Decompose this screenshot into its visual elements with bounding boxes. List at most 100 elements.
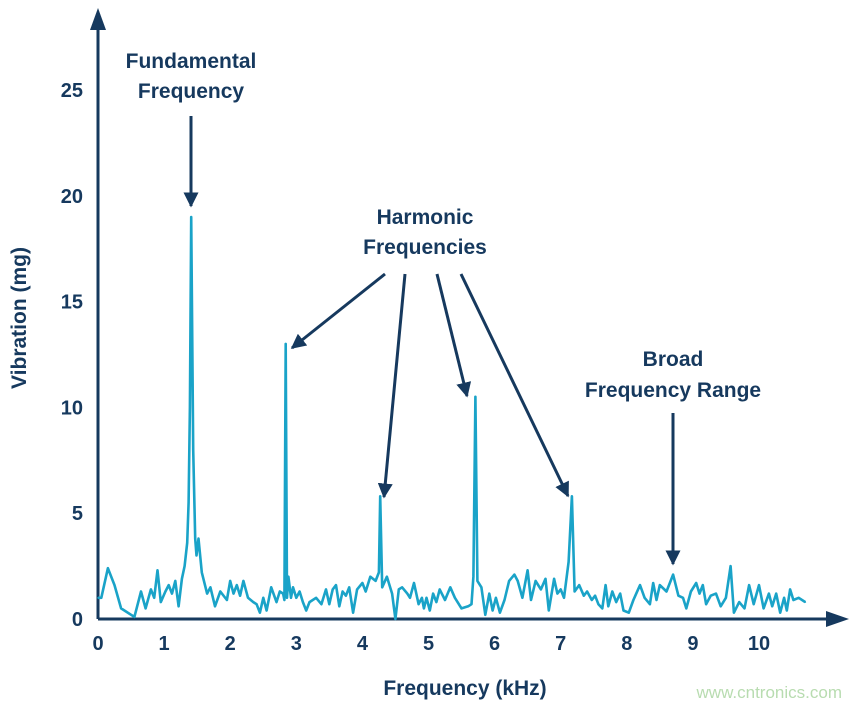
data-point bbox=[632, 599, 635, 601]
data-point bbox=[715, 592, 717, 595]
data-point bbox=[476, 580, 479, 582]
data-point bbox=[278, 590, 281, 593]
data-point bbox=[406, 592, 409, 595]
data-point bbox=[432, 592, 434, 595]
x-tick-label: 3 bbox=[291, 633, 302, 655]
annotation-harmonic: Harmonic Frequencies bbox=[290, 206, 570, 499]
data-point bbox=[553, 577, 555, 580]
data-point bbox=[295, 597, 298, 599]
data-point bbox=[259, 611, 261, 614]
data-point bbox=[287, 575, 290, 578]
data-point bbox=[611, 590, 614, 593]
data-point bbox=[352, 611, 354, 614]
data-point bbox=[305, 609, 308, 612]
data-point bbox=[302, 601, 304, 603]
data-point bbox=[348, 586, 350, 589]
data-point bbox=[209, 586, 212, 589]
data-point bbox=[467, 605, 469, 608]
x-tick-label: 5 bbox=[423, 633, 434, 655]
data-point bbox=[298, 590, 301, 593]
annotation-arrow bbox=[290, 272, 386, 350]
data-point bbox=[472, 575, 475, 578]
data-point bbox=[421, 597, 423, 599]
x-tick-label: 10 bbox=[748, 633, 770, 655]
data-point bbox=[748, 584, 750, 586]
data-point bbox=[195, 554, 198, 557]
data-point bbox=[174, 580, 177, 582]
data-point bbox=[130, 613, 132, 616]
data-point bbox=[331, 588, 334, 591]
x-tick-label: 1 bbox=[159, 633, 170, 655]
data-point bbox=[503, 599, 506, 601]
data-point bbox=[386, 575, 388, 578]
data-point bbox=[685, 607, 688, 610]
data-point bbox=[252, 601, 255, 603]
annotation-arrow bbox=[435, 273, 472, 398]
data-point bbox=[792, 599, 795, 601]
data-point bbox=[113, 584, 116, 586]
data-point bbox=[232, 592, 235, 595]
data-point bbox=[255, 603, 258, 605]
data-point bbox=[607, 605, 610, 608]
data-point bbox=[164, 590, 167, 593]
data-point bbox=[345, 594, 347, 597]
data-point bbox=[270, 586, 272, 589]
data-point bbox=[530, 599, 532, 601]
data-point bbox=[491, 609, 494, 612]
data-point bbox=[409, 597, 411, 599]
data-point bbox=[292, 586, 294, 589]
data-point bbox=[559, 588, 562, 591]
data-point bbox=[97, 597, 99, 599]
data-point bbox=[181, 577, 183, 580]
data-point bbox=[454, 597, 456, 599]
data-point bbox=[789, 588, 791, 591]
data-point bbox=[423, 607, 425, 610]
data-point bbox=[729, 565, 732, 567]
data-point bbox=[495, 597, 497, 599]
data-point bbox=[597, 603, 600, 605]
data-point bbox=[534, 580, 537, 582]
data-point bbox=[779, 611, 781, 614]
data-point bbox=[672, 573, 674, 576]
data-point bbox=[643, 597, 646, 599]
data-point bbox=[604, 584, 607, 586]
data-point bbox=[586, 590, 588, 593]
data-point bbox=[516, 580, 519, 582]
data-point bbox=[283, 599, 286, 601]
data-point bbox=[508, 580, 510, 582]
data-point bbox=[153, 597, 155, 599]
data-point bbox=[526, 569, 529, 572]
data-point bbox=[499, 611, 501, 614]
y-tick-label: 15 bbox=[61, 292, 83, 314]
data-point bbox=[229, 580, 231, 582]
data-point bbox=[286, 597, 288, 599]
annotation-fundamental: Fundamental Frequency bbox=[126, 50, 256, 208]
data-point bbox=[397, 588, 400, 591]
x-tick-label: 7 bbox=[555, 633, 566, 655]
data-point bbox=[460, 607, 463, 610]
data-point bbox=[247, 597, 249, 599]
data-point bbox=[804, 601, 807, 603]
x-tick-label: 9 bbox=[687, 633, 698, 655]
data-point bbox=[444, 599, 446, 601]
data-point bbox=[275, 601, 278, 603]
data-point bbox=[140, 590, 142, 593]
data-point bbox=[356, 588, 358, 591]
data-point bbox=[320, 603, 323, 605]
data-point bbox=[364, 590, 367, 593]
watermark: www.cntronics.com bbox=[696, 683, 842, 702]
data-point bbox=[567, 561, 570, 563]
data-point bbox=[338, 605, 341, 608]
data-point bbox=[709, 594, 712, 597]
data-point bbox=[120, 607, 122, 610]
data-point bbox=[762, 607, 765, 610]
data-point bbox=[133, 616, 136, 618]
data-point bbox=[690, 590, 692, 593]
data-point bbox=[242, 580, 245, 582]
data-point bbox=[361, 582, 364, 584]
y-tick-label: 0 bbox=[72, 609, 83, 631]
series-line bbox=[98, 215, 807, 621]
data-point bbox=[394, 618, 397, 620]
annotation-arrow bbox=[459, 273, 570, 498]
data-point bbox=[652, 582, 655, 584]
